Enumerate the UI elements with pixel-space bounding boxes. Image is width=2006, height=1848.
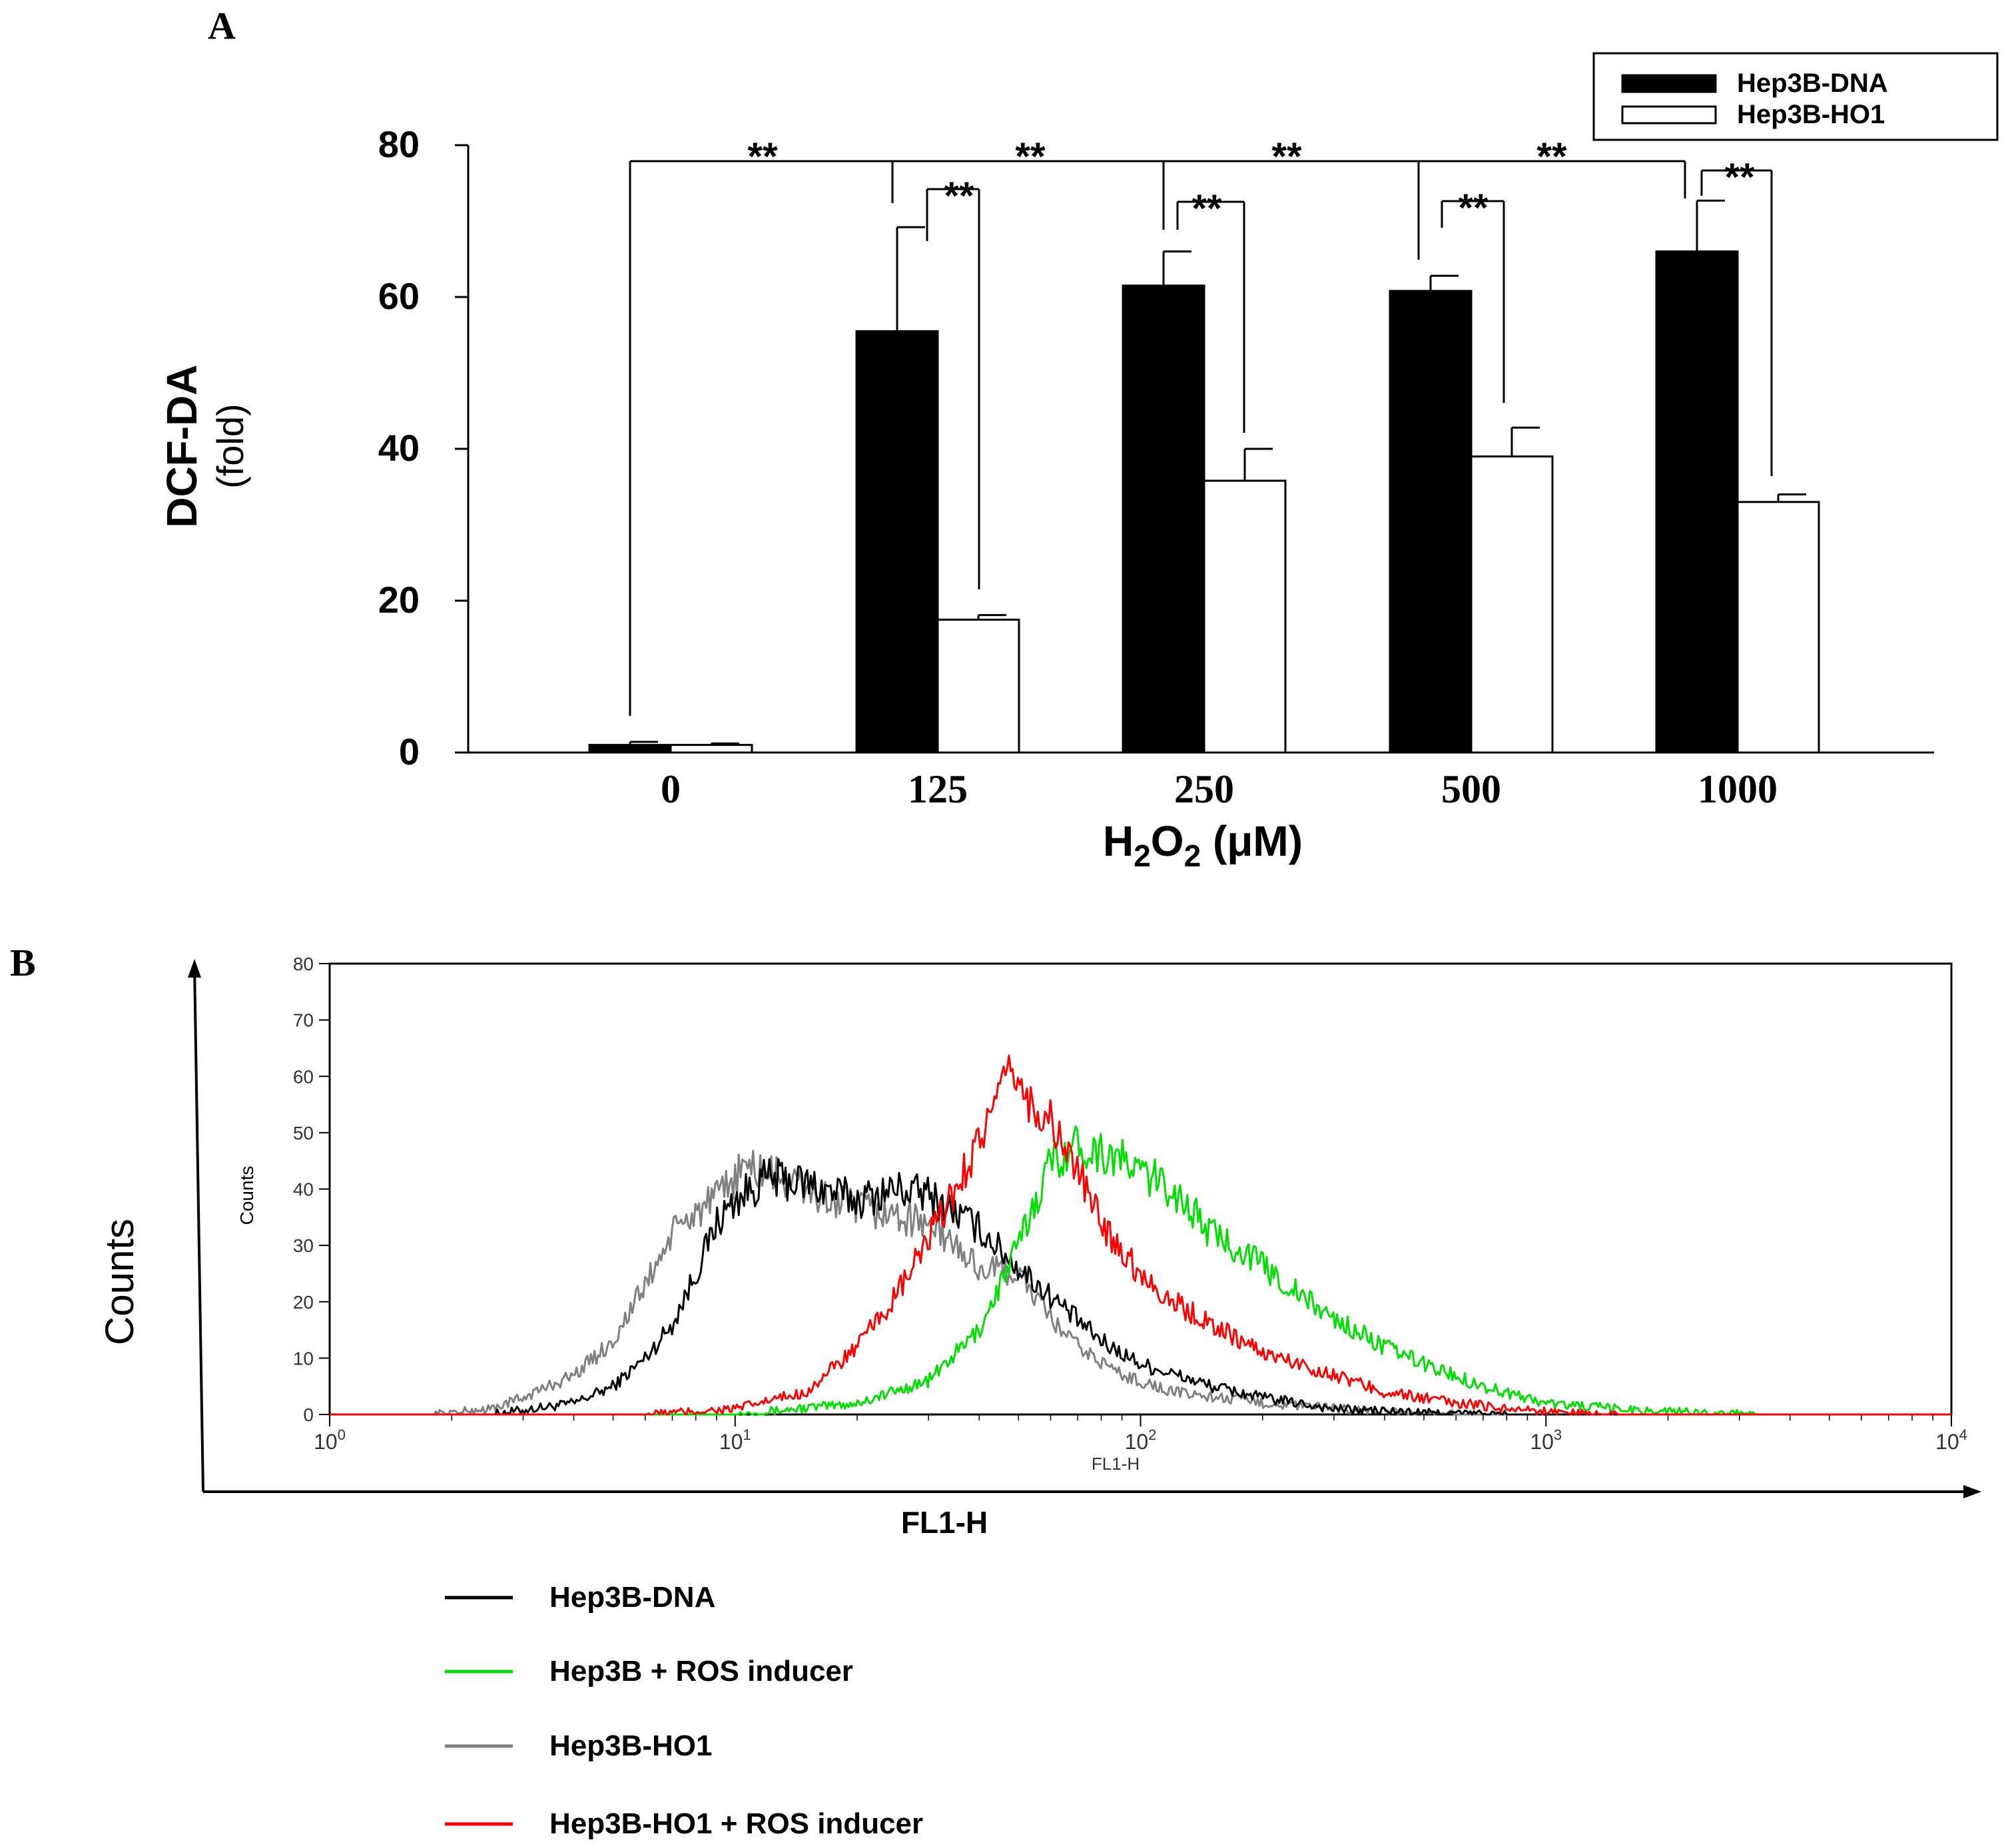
- a-ytick-label: 40: [378, 427, 420, 469]
- a-sig-star-top: **: [1536, 135, 1567, 178]
- a-sig-star-top: **: [747, 135, 778, 178]
- b-ytick-label: 10: [293, 1348, 314, 1369]
- panel-a-ylabel-line1: DCF-DA: [158, 364, 206, 527]
- outer-xlabel: FL1-H: [901, 1505, 988, 1540]
- a-bar-dna: [1122, 284, 1205, 754]
- a-sig-star-inner: **: [1724, 156, 1755, 199]
- a-xtick-label: 125: [908, 767, 968, 811]
- a-ytick-label: 80: [378, 123, 420, 165]
- panel-a-ylabel-line2: (fold): [209, 404, 251, 489]
- outer-y-arrow-line: [193, 966, 204, 1492]
- a-sig-star-top: **: [1015, 135, 1046, 178]
- panel-b-label: B: [10, 941, 36, 984]
- a-sig-star-inner: **: [1458, 186, 1489, 230]
- inner-ylabel: Counts: [236, 1166, 257, 1225]
- legend-swatch-ho1: [1621, 105, 1717, 125]
- a-bar-dna: [1655, 250, 1739, 754]
- a-sig-star-inner: **: [1191, 187, 1222, 230]
- panel-b-x-ticks: 100 101 102 103 104: [314, 1414, 1967, 1454]
- legend-box: [1592, 52, 1999, 141]
- a-sig-star-inner: **: [944, 174, 974, 218]
- b-xtick-label: 100: [314, 1426, 346, 1454]
- legend-label-dna: Hep3B-DNA: [1737, 69, 1888, 98]
- panel-b-histogram: Counts FL1-H 0 10 20 30 40 50 60 70 80 100 101 102…: [97, 954, 1981, 1840]
- a-xtick-label: 500: [1441, 767, 1501, 811]
- b-xtick-label: 104: [1935, 1426, 1967, 1454]
- b-curve-hep3b-ho1-ros-inducer: [330, 1054, 1951, 1416]
- a-xtick-label: 1000: [1698, 767, 1778, 811]
- xlabel-post: (μM): [1201, 817, 1303, 865]
- b-ytick-label: 50: [293, 1123, 314, 1143]
- a-bar-ho1: [936, 619, 1020, 754]
- panel-a-bars: [588, 199, 1820, 754]
- b-ytick-label: 80: [293, 954, 314, 974]
- xlabel-sub1: 2: [1134, 838, 1151, 873]
- b-legend-label: Hep3B-HO1 + ROS inducer: [549, 1807, 923, 1840]
- b-ytick-label: 40: [293, 1179, 314, 1200]
- panel-a-x-title: H2O2 (μM): [1103, 817, 1303, 873]
- inner-y-title: Counts: [236, 1166, 257, 1225]
- b-legend-label: Hep3B + ROS inducer: [549, 1655, 853, 1688]
- xlabel-pre: H: [1103, 817, 1134, 865]
- panel-b-legend: Hep3B-DNA Hep3B + ROS inducer Hep3B-HO1 Hep…: [445, 1581, 923, 1840]
- inner-xlabel: FL1-H: [1092, 1454, 1140, 1474]
- b-legend-label: Hep3B-DNA: [549, 1581, 715, 1614]
- panel-a-significance: ** ** ** ** ** ** ** **: [629, 135, 1773, 716]
- a-ytick-label: 60: [378, 275, 420, 317]
- a-bar-dna: [855, 330, 939, 754]
- xlabel-sub2: 2: [1184, 838, 1201, 873]
- outer-ylabel: Counts: [97, 1219, 142, 1345]
- b-ytick-label: 0: [303, 1404, 314, 1425]
- b-xtick-label: 101: [719, 1426, 751, 1454]
- legend-label-ho1: Hep3B-HO1: [1737, 100, 1885, 129]
- inner-plot-frame: [328, 962, 1953, 1416]
- a-xtick-label: 0: [661, 767, 681, 811]
- a-bar-dna: [588, 744, 672, 754]
- panel-a-legend: Hep3B-DNA Hep3B-HO1: [1592, 52, 1999, 141]
- legend-swatch-dna: [1621, 74, 1717, 93]
- panel-a-y-ticks: 0 20 40 60 80: [378, 123, 468, 772]
- b-ytick-label: 60: [293, 1066, 314, 1087]
- a-bar-ho1: [1203, 479, 1287, 754]
- panel-a-y-title: DCF-DA (fold): [158, 364, 251, 527]
- a-ytick-label: 20: [378, 579, 420, 621]
- a-bar-ho1: [669, 744, 753, 754]
- a-bar-ho1: [1736, 501, 1820, 754]
- outer-y-arrowhead: [188, 959, 201, 978]
- panel-b-y-ticks: 0 10 20 30 40 50 60 70 80: [293, 954, 330, 1425]
- outer-y-title: Counts: [97, 1219, 142, 1345]
- panel-a-label: A: [208, 4, 236, 47]
- b-ytick-label: 20: [293, 1292, 314, 1313]
- panel-a-x-tick-labels: 0 125 250 500 1000: [661, 767, 1778, 811]
- b-xtick-label: 103: [1530, 1426, 1562, 1454]
- xlabel-mid: O: [1151, 817, 1184, 865]
- b-ytick-label: 30: [293, 1235, 314, 1256]
- a-bar-ho1: [1470, 455, 1554, 754]
- a-xtick-label: 250: [1174, 767, 1234, 811]
- panel-b-curves: [330, 1054, 1951, 1416]
- b-legend-label: Hep3B-HO1: [549, 1729, 713, 1762]
- outer-x-arrowhead: [1963, 1485, 1981, 1498]
- b-ytick-label: 70: [293, 1010, 314, 1031]
- b-xtick-label: 102: [1125, 1426, 1157, 1454]
- a-ytick-label: 0: [399, 731, 420, 772]
- a-sig-star-top: **: [1271, 135, 1302, 178]
- a-bar-dna: [1389, 290, 1473, 754]
